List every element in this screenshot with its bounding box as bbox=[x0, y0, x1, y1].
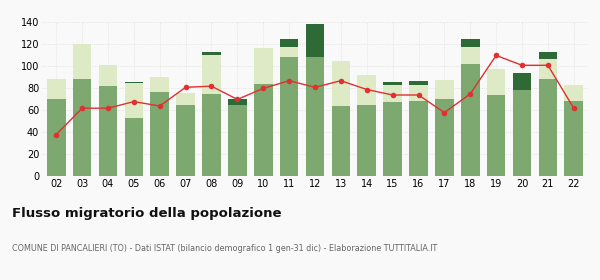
Bar bbox=[73, 78, 91, 176]
Bar bbox=[228, 105, 247, 176]
Bar bbox=[151, 92, 169, 176]
Bar bbox=[125, 83, 143, 118]
Bar bbox=[176, 93, 195, 105]
Text: Flusso migratorio della popolazione: Flusso migratorio della popolazione bbox=[12, 207, 281, 220]
Bar bbox=[539, 59, 557, 78]
Bar bbox=[383, 102, 402, 176]
Bar bbox=[305, 57, 325, 176]
Bar bbox=[202, 52, 221, 55]
Bar bbox=[383, 82, 402, 85]
Bar bbox=[332, 106, 350, 176]
Bar bbox=[151, 77, 169, 92]
Bar bbox=[280, 39, 298, 46]
Bar bbox=[539, 52, 557, 59]
Bar bbox=[487, 69, 505, 95]
Bar bbox=[358, 75, 376, 105]
Bar bbox=[409, 85, 428, 101]
Bar bbox=[305, 24, 325, 57]
Bar bbox=[409, 81, 428, 85]
Bar bbox=[461, 64, 479, 176]
Bar bbox=[202, 55, 221, 94]
Bar bbox=[73, 45, 91, 78]
Bar bbox=[228, 99, 247, 105]
Bar bbox=[487, 95, 505, 176]
Bar bbox=[98, 86, 118, 176]
Bar bbox=[47, 78, 65, 99]
Bar bbox=[461, 46, 479, 64]
Bar bbox=[280, 46, 298, 57]
Bar bbox=[332, 61, 350, 106]
Bar bbox=[409, 101, 428, 176]
Bar bbox=[435, 80, 454, 99]
Bar bbox=[125, 82, 143, 83]
Bar bbox=[280, 57, 298, 176]
Bar bbox=[539, 78, 557, 176]
Bar bbox=[254, 84, 272, 176]
Bar bbox=[358, 105, 376, 176]
Bar bbox=[383, 85, 402, 102]
Bar bbox=[512, 90, 532, 176]
Bar bbox=[176, 105, 195, 176]
Text: COMUNE DI PANCALIERI (TO) - Dati ISTAT (bilancio demografico 1 gen-31 dic) - Ela: COMUNE DI PANCALIERI (TO) - Dati ISTAT (… bbox=[12, 244, 437, 253]
Bar bbox=[98, 65, 118, 86]
Bar bbox=[435, 99, 454, 176]
Bar bbox=[47, 99, 65, 176]
Bar bbox=[202, 94, 221, 176]
Bar bbox=[565, 101, 583, 176]
Bar bbox=[461, 39, 479, 46]
Bar bbox=[125, 118, 143, 176]
Bar bbox=[512, 73, 532, 90]
Bar bbox=[254, 48, 272, 84]
Bar bbox=[565, 85, 583, 101]
